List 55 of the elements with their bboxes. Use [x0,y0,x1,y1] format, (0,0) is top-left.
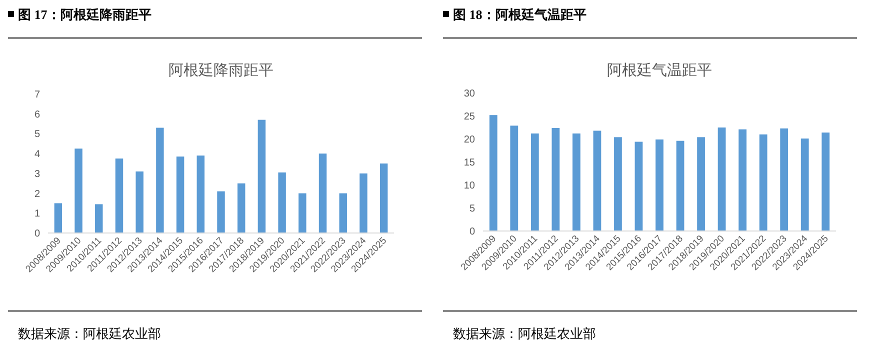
bar [822,132,830,231]
bar [217,191,225,233]
bar [530,133,539,231]
bar [614,137,622,231]
bar [593,130,602,231]
bar [800,138,809,231]
bar [572,133,580,231]
bar [278,172,286,233]
y-tick-label: 7 [34,90,40,100]
y-tick-label: 1 [34,208,40,220]
bar [115,158,124,233]
bar [718,128,726,231]
y-tick-label: 0 [469,226,476,238]
bar [738,129,747,231]
y-tick-label: 20 [464,134,476,146]
bar [258,120,266,233]
y-tick-label: 10 [464,180,476,192]
y-tick-label: 2 [34,188,40,200]
y-tick-label: 6 [34,109,40,120]
bar [380,164,388,233]
bar [237,183,246,233]
y-tick-label: 3 [34,168,40,180]
bar [196,156,205,233]
bar [780,128,788,231]
y-tick-label: 30 [464,88,476,100]
bar [298,193,306,233]
chart-title: 阿根廷气温距平 [607,62,712,79]
source-note: 数据来源：阿根廷农业部 [453,326,596,341]
bar [489,115,498,231]
bar [676,140,684,231]
y-tick-label: 15 [464,158,476,168]
y-tick-label: 25 [464,112,476,122]
bar [136,171,144,233]
bar [318,154,327,233]
bar [95,204,103,233]
bar [759,134,768,231]
bar [510,126,518,231]
chart-title: 阿根廷降雨距平 [168,62,274,79]
caption: 图 18：阿根廷气温距平 [453,7,586,22]
bar [54,203,62,233]
caption: 图 17：阿根廷降雨距平 [18,7,152,22]
bar [339,193,347,233]
bar [360,173,368,233]
bar [634,142,643,231]
bar [656,139,664,231]
bar [74,148,82,233]
bar [552,128,560,231]
bar [697,137,705,231]
y-tick-label: 5 [469,204,476,214]
y-tick-label: 0 [34,228,40,240]
y-tick-label: 5 [34,129,40,140]
bar [176,156,184,233]
bar [156,128,164,233]
y-tick-label: 4 [34,149,40,160]
source-note: 数据来源：阿根廷农业部 [18,326,161,341]
